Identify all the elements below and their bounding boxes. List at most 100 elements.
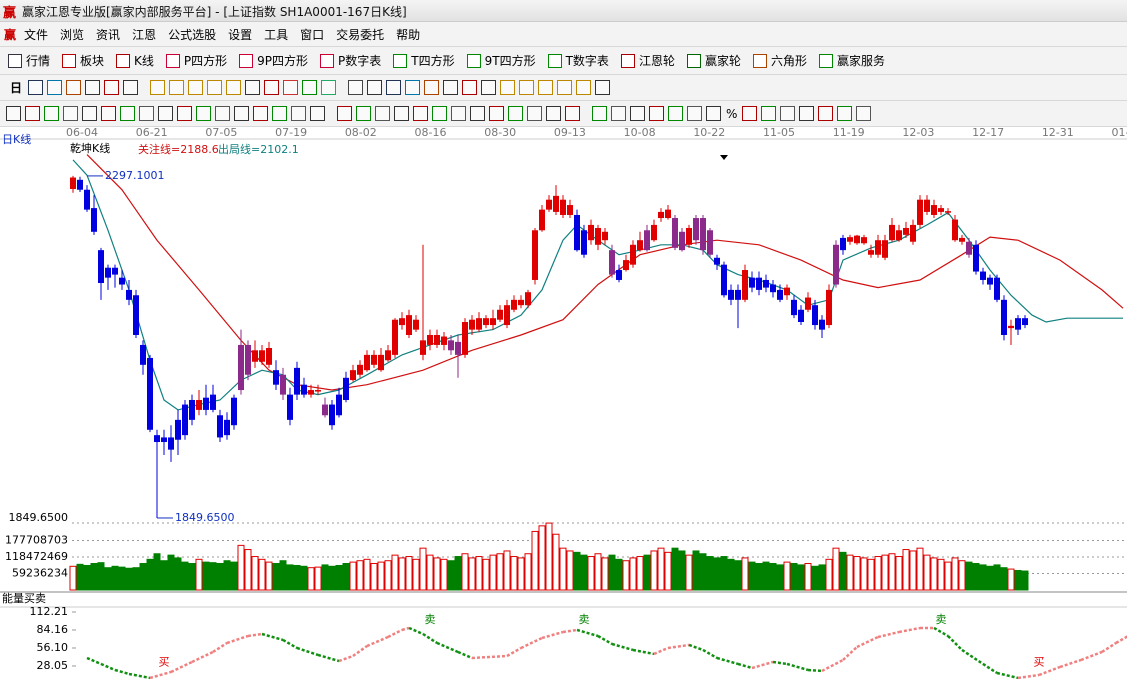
menu-item[interactable]: 文件	[24, 27, 49, 42]
toolbar-button[interactable]: P四方形	[165, 52, 227, 69]
tool-icon[interactable]	[413, 106, 428, 121]
toolbar-button[interactable]: 行情	[8, 52, 50, 69]
tool-icon[interactable]	[101, 106, 116, 121]
tool-icon[interactable]	[837, 106, 853, 121]
tool-icon[interactable]	[356, 106, 371, 121]
tool-icon[interactable]	[424, 80, 440, 95]
toolbar-button[interactable]: 赢家服务	[818, 52, 885, 69]
menu-item[interactable]: 帮助	[396, 27, 421, 42]
tool-icon[interactable]	[120, 106, 135, 121]
tool-icon[interactable]	[215, 106, 230, 121]
tool-icon[interactable]	[123, 80, 139, 95]
tool-icon[interactable]	[63, 106, 78, 121]
tool-icon[interactable]	[780, 106, 796, 121]
tool-icon[interactable]	[470, 106, 485, 121]
toolbar-button[interactable]: P数字表	[320, 52, 381, 69]
tool-icon[interactable]	[291, 106, 306, 121]
menu-item[interactable]: 窗口	[300, 27, 325, 42]
tool-icon[interactable]	[66, 80, 82, 95]
tool-icon[interactable]	[177, 106, 192, 121]
toolbar-button[interactable]: 江恩轮	[620, 52, 675, 69]
tool-icon[interactable]	[6, 106, 21, 121]
menu-item[interactable]: 工具	[264, 27, 289, 42]
tool-icon[interactable]	[25, 106, 40, 121]
menu-item[interactable]: 浏览	[60, 27, 85, 42]
tool-icon[interactable]	[150, 80, 166, 95]
menu-item[interactable]: 设置	[228, 27, 253, 42]
tool-icon[interactable]	[576, 80, 592, 95]
tool-icon[interactable]	[310, 106, 325, 121]
tool-icon[interactable]	[302, 80, 318, 95]
tool-icon[interactable]	[799, 106, 815, 121]
tool-icon[interactable]	[207, 80, 223, 95]
tool-icon[interactable]	[188, 80, 204, 95]
tool-icon[interactable]	[519, 80, 535, 95]
tool-icon[interactable]	[538, 80, 554, 95]
tool-icon[interactable]	[668, 106, 683, 121]
tool-icon[interactable]	[546, 106, 561, 121]
menu-item[interactable]: 资讯	[96, 27, 121, 42]
toolbar-button[interactable]: 六角形	[752, 52, 807, 69]
volume-bar	[83, 564, 91, 591]
menu-item[interactable]: 江恩	[132, 27, 157, 42]
tool-icon[interactable]	[283, 80, 299, 95]
toolbar-button[interactable]: 9T四方形	[466, 52, 536, 69]
tool-icon[interactable]	[687, 106, 702, 121]
tool-icon[interactable]	[595, 80, 611, 95]
tool-icon[interactable]	[28, 80, 44, 95]
tool-icon[interactable]	[630, 106, 645, 121]
tool-icon[interactable]	[649, 106, 664, 121]
tool-icon[interactable]	[348, 80, 364, 95]
tool-icon[interactable]	[253, 106, 268, 121]
percent-button[interactable]: %	[726, 106, 738, 121]
tool-icon[interactable]	[264, 80, 280, 95]
menu-item[interactable]: 公式选股	[168, 27, 217, 42]
tool-icon[interactable]	[386, 80, 402, 95]
tool-icon[interactable]	[451, 106, 466, 121]
tool-icon[interactable]	[375, 106, 390, 121]
tool-icon[interactable]	[394, 106, 409, 121]
tool-icon[interactable]	[856, 106, 872, 121]
tool-icon[interactable]	[85, 80, 101, 95]
tool-icon[interactable]	[139, 106, 154, 121]
tool-icon[interactable]	[47, 80, 63, 95]
period-button[interactable]: 日	[10, 81, 23, 95]
tool-icon[interactable]	[761, 106, 777, 121]
toolbar-button[interactable]: 板块	[62, 52, 104, 69]
tool-icon[interactable]	[272, 106, 287, 121]
tool-icon[interactable]	[481, 80, 497, 95]
tool-icon[interactable]	[443, 80, 459, 95]
tool-icon[interactable]	[245, 80, 261, 95]
tool-icon[interactable]	[527, 106, 542, 121]
toolbar-button[interactable]: T数字表	[547, 52, 609, 69]
tool-icon[interactable]	[321, 80, 337, 95]
tool-icon[interactable]	[557, 80, 573, 95]
tool-icon[interactable]	[592, 106, 607, 121]
tool-icon[interactable]	[818, 106, 834, 121]
tool-icon[interactable]	[611, 106, 626, 121]
tool-icon[interactable]	[706, 106, 721, 121]
tool-icon[interactable]	[462, 80, 478, 95]
tool-icon[interactable]	[742, 106, 758, 121]
tool-icon[interactable]	[234, 106, 249, 121]
toolbar-button[interactable]: K线	[116, 52, 154, 69]
tool-icon[interactable]	[337, 106, 352, 121]
toolbar-button[interactable]: 赢家轮	[686, 52, 741, 69]
tool-icon[interactable]	[508, 106, 523, 121]
tool-icon[interactable]	[158, 106, 173, 121]
toolbar-button[interactable]: T四方形	[393, 52, 455, 69]
tool-icon[interactable]	[405, 80, 421, 95]
tool-icon[interactable]	[104, 80, 120, 95]
tool-icon[interactable]	[489, 106, 504, 121]
menu-item[interactable]: 交易委托	[336, 27, 385, 42]
tool-icon[interactable]	[500, 80, 516, 95]
toolbar-button[interactable]: 9P四方形	[239, 52, 308, 69]
tool-icon[interactable]	[44, 106, 59, 121]
tool-icon[interactable]	[367, 80, 383, 95]
tool-icon[interactable]	[226, 80, 242, 95]
tool-icon[interactable]	[169, 80, 185, 95]
tool-icon[interactable]	[565, 106, 580, 121]
tool-icon[interactable]	[196, 106, 211, 121]
tool-icon[interactable]	[82, 106, 97, 121]
tool-icon[interactable]	[432, 106, 447, 121]
